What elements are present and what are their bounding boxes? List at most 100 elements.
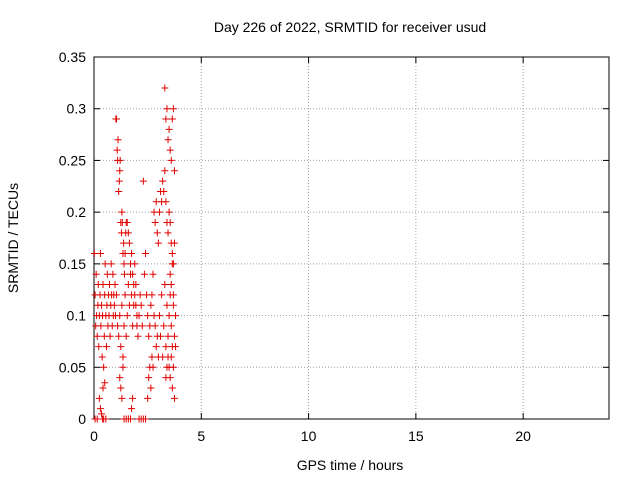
data-point [168, 115, 176, 123]
data-point [95, 343, 103, 351]
data-point [120, 260, 128, 268]
data-point [140, 270, 148, 278]
data-point [162, 115, 170, 123]
axis-ticks: 0 5 10 15 20 0 0.05 0.1 0.15 0.2 0.25 0.3 0.35 [59, 49, 609, 444]
data-point [110, 301, 118, 309]
y-tick-label: 0.2 [67, 204, 87, 220]
data-points [90, 84, 180, 423]
data-point [161, 167, 169, 175]
data-point [115, 187, 123, 195]
plot-frame [93, 56, 610, 420]
data-point [116, 167, 124, 175]
data-point [172, 343, 180, 351]
data-point [123, 218, 131, 226]
data-point [102, 415, 110, 423]
data-point [97, 322, 105, 330]
x-tick-label: 15 [408, 428, 424, 444]
data-point [120, 270, 128, 278]
y-tick-label: 0.05 [59, 359, 86, 375]
data-point [125, 239, 133, 247]
data-point [138, 322, 146, 330]
data-point [111, 281, 119, 289]
data-point [160, 187, 168, 195]
data-point [117, 384, 125, 392]
data-point [136, 291, 144, 299]
data-point [149, 363, 157, 371]
data-point [160, 322, 168, 330]
data-point [122, 332, 130, 340]
data-point [162, 343, 170, 351]
x-axis-label: GPS time / hours [297, 457, 404, 473]
data-point [167, 281, 175, 289]
data-point [93, 415, 101, 423]
data-point [114, 136, 122, 144]
data-point [120, 322, 128, 330]
data-point [164, 353, 172, 361]
data-point [102, 343, 110, 351]
data-point [169, 301, 177, 309]
data-point [166, 218, 174, 226]
data-point [113, 146, 121, 154]
data-point [149, 270, 157, 278]
data-point [130, 281, 138, 289]
data-point [93, 332, 101, 340]
data-point [145, 332, 153, 340]
data-point [169, 291, 177, 299]
data-point [166, 270, 174, 278]
data-point [121, 250, 129, 258]
data-point [161, 281, 169, 289]
data-point [147, 301, 155, 309]
data-point [126, 415, 134, 423]
y-tick-label: 0.15 [59, 256, 86, 272]
data-point [137, 301, 145, 309]
data-point [96, 405, 104, 413]
data-point [148, 353, 156, 361]
x-tick-label: 0 [90, 428, 98, 444]
data-point [153, 229, 161, 237]
x-tick-label: 10 [301, 428, 317, 444]
data-point [106, 332, 114, 340]
data-point [100, 363, 108, 371]
data-point [157, 332, 165, 340]
data-point [99, 281, 107, 289]
data-point [116, 374, 124, 382]
data-point [119, 353, 127, 361]
data-point [134, 332, 142, 340]
data-point [155, 312, 163, 320]
data-point [164, 136, 172, 144]
data-point [164, 332, 172, 340]
data-point [128, 405, 136, 413]
data-point [107, 260, 115, 268]
data-point [166, 146, 174, 154]
data-point [98, 410, 106, 418]
data-point [169, 363, 177, 371]
grid-lines [94, 57, 609, 419]
data-point [158, 291, 166, 299]
data-point [129, 270, 137, 278]
data-point [118, 394, 126, 402]
data-point [159, 177, 167, 185]
data-point [165, 125, 173, 133]
data-point [129, 394, 137, 402]
data-point [124, 229, 132, 237]
data-point [118, 301, 126, 309]
data-point [116, 156, 124, 164]
data-point [161, 84, 169, 92]
data-point [101, 260, 109, 268]
y-tick-label: 0 [78, 411, 86, 427]
data-point [152, 343, 160, 351]
data-point [170, 332, 178, 340]
data-point [154, 239, 162, 247]
data-point [144, 312, 152, 320]
data-point [115, 332, 123, 340]
x-tick-label: 5 [197, 428, 205, 444]
data-point [164, 229, 172, 237]
data-point [172, 312, 180, 320]
data-point [168, 260, 176, 268]
y-tick-label: 0.1 [67, 308, 87, 324]
y-tick-label: 0.3 [67, 101, 87, 117]
data-point [167, 156, 175, 164]
chart-title: Day 226 of 2022, SRMTID for receiver usu… [214, 19, 486, 35]
data-point [114, 322, 122, 330]
